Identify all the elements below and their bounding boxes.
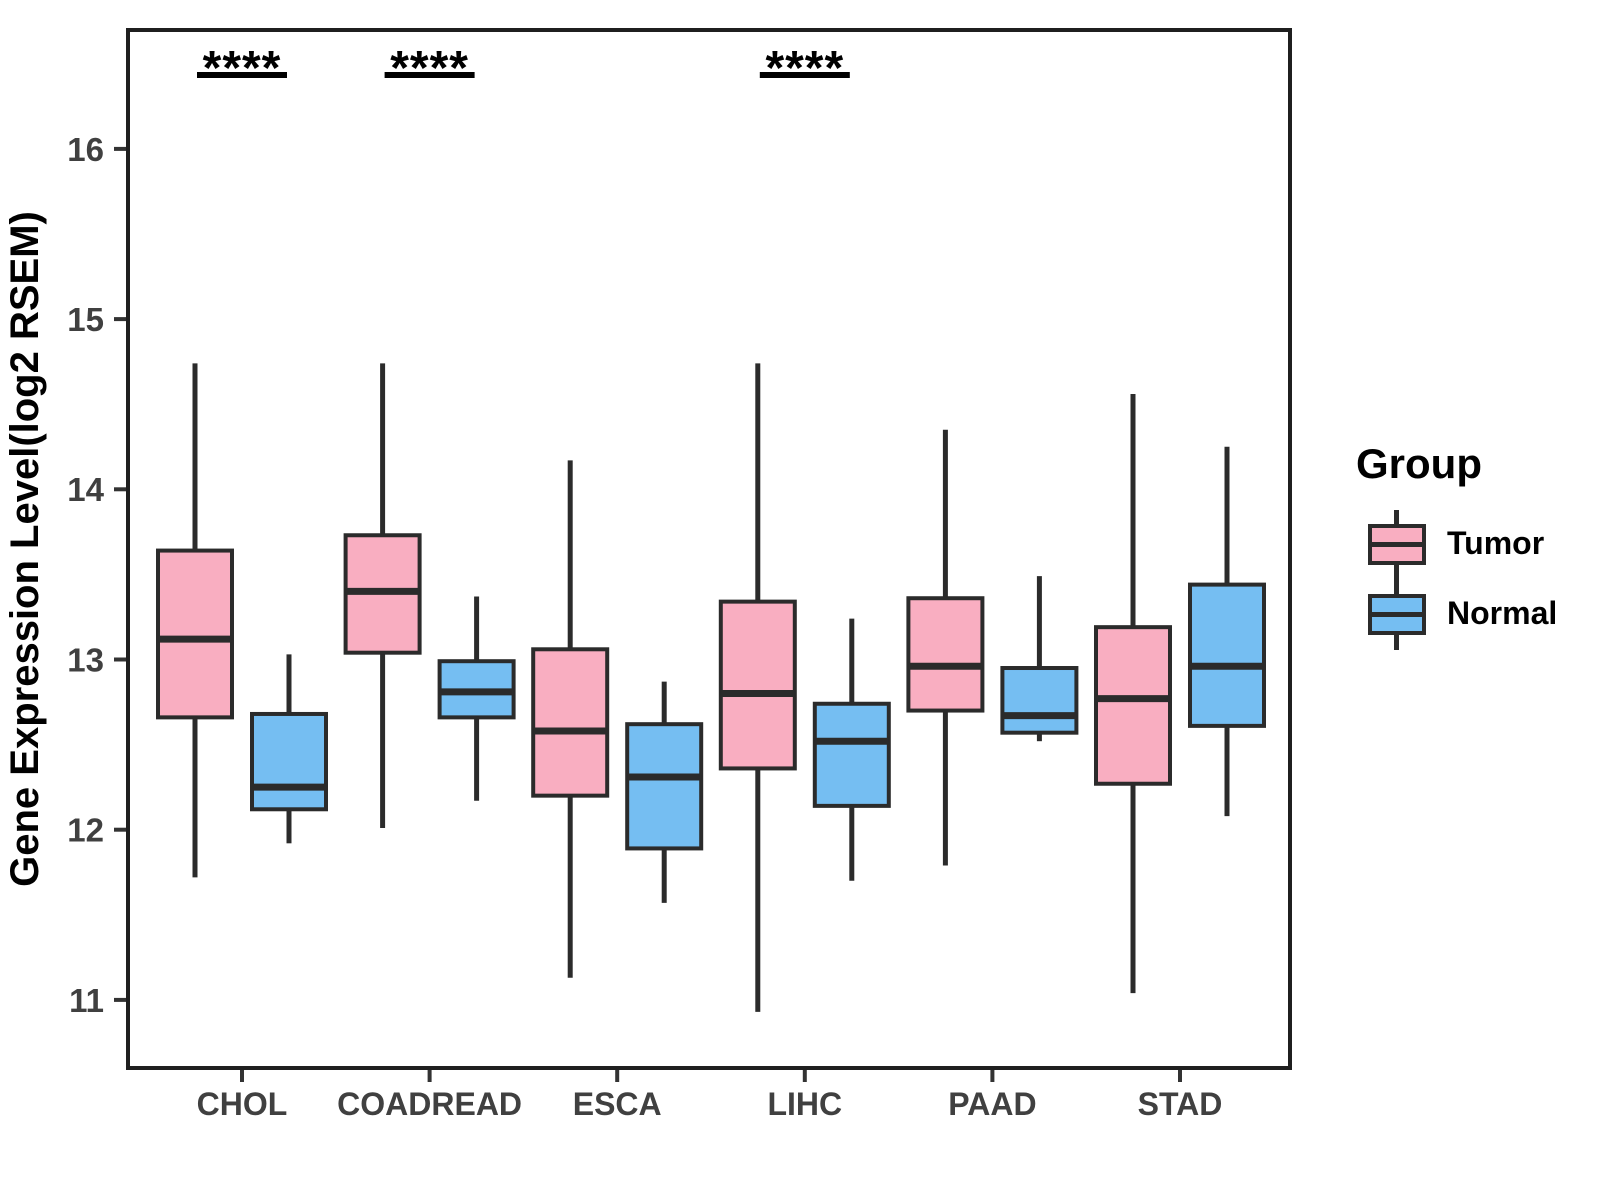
box-chol-normal [250,654,328,844]
tumor-boxplot-key-icon [1365,508,1429,582]
legend-title: Group [1356,440,1482,487]
significance-bar [197,72,287,78]
box-paad-normal [1000,576,1079,742]
key-upper-whisker [1394,510,1399,525]
box-esca-normal [625,681,704,903]
significance-stars: **** [765,42,844,95]
iqr-box [718,599,797,771]
iqr-box [1094,625,1172,786]
iqr-box [625,722,704,851]
key-median-line [1372,612,1422,617]
key-upper-whisker [1394,580,1399,595]
box-lihc-tumor [718,363,797,1012]
x-tick-label-chol: CHOL [197,1086,288,1122]
box-chol-tumor [156,363,234,878]
significance-coadread: **** [384,42,475,95]
box-esca-tumor [531,460,610,978]
iqr-box [812,701,891,808]
y-tick-label: 13 [67,641,104,678]
significance-stars: **** [203,42,282,95]
y-tick-label: 16 [67,131,104,168]
y-axis-title: Gene Expression Level(log2 RSEM) [3,211,47,887]
x-tick-label-paad: PAAD [948,1086,1036,1122]
iqr-box [156,548,234,720]
y-tick-label: 14 [67,471,104,508]
y-tick-label: 15 [67,301,104,338]
iqr-box [250,711,328,812]
iqr-box [531,647,610,798]
key-lower-whisker [1394,635,1399,650]
box-coadread-tumor [343,363,422,828]
legend-item-normal: Normal [1330,578,1590,652]
significance-chol: **** [197,42,287,95]
key-lower-whisker [1394,565,1399,580]
box-stad-normal [1188,446,1266,817]
y-tick-label: 11 [69,982,104,1019]
x-tick-label-lihc: LIHC [767,1086,842,1122]
legend-label-normal: Normal [1447,595,1558,632]
x-tick-label-esca: ESCA [573,1086,662,1122]
key-box [1368,524,1426,565]
panel-border [126,28,1292,1070]
y-tick-label: 12 [67,812,104,849]
significance-bar [384,72,475,78]
x-tick-label-coadread: COADREAD [337,1086,522,1122]
significance-lihc: **** [759,42,850,95]
iqr-box [1000,666,1079,735]
normal-boxplot-key-icon [1365,578,1429,652]
key-box [1368,594,1426,635]
significance-bar [759,72,850,78]
box-stad-tumor [1094,393,1172,994]
box-coadread-normal [437,596,516,801]
legend-label-tumor: Tumor [1447,525,1545,562]
legend-item-tumor: Tumor [1330,508,1590,582]
key-median-line [1372,542,1422,547]
iqr-box [1188,582,1266,728]
box-paad-tumor [906,429,985,866]
significance-stars: **** [390,42,469,95]
iqr-box [906,596,985,713]
x-tick-label-stad: STAD [1138,1086,1223,1122]
box-lihc-normal [812,618,891,881]
